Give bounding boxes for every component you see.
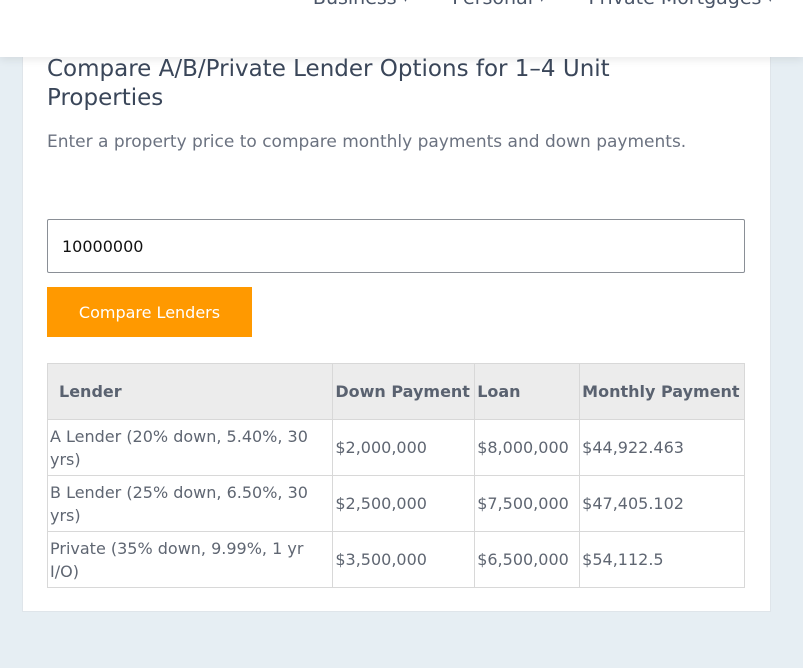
property-price-input[interactable] (47, 219, 745, 273)
nav-label: Business (313, 0, 397, 9)
header-down-payment: Down Payment (332, 363, 476, 420)
main-nav: Business ▾ Personal ▾ Private Mortgages ▾ (313, 0, 773, 9)
nav-item-business[interactable]: Business ▾ (313, 0, 408, 9)
chevron-down-icon: ▾ (539, 0, 545, 5)
cell-lender: B Lender (25% down, 6.50%, 30 yrs) (46, 475, 334, 532)
cell-loan: $7,500,000 (474, 475, 581, 532)
page-title: Compare A/B/Private Lender Options for 1… (47, 56, 610, 111)
nav-label: Private Mortgages (589, 0, 762, 9)
table-row: A Lender (20% down, 5.40%, 30 yrs) $2,00… (46, 419, 745, 476)
lender-comparison-table: Lender Down Payment Loan Monthly Payment… (46, 363, 745, 588)
table-row: Private (35% down, 9.99%, 1 yr I/O) $3,5… (46, 531, 745, 588)
cell-lender: Private (35% down, 9.99%, 1 yr I/O) (46, 531, 334, 588)
subtitle: Enter a property price to compare monthl… (47, 132, 687, 152)
table-row: B Lender (25% down, 6.50%, 30 yrs) $2,50… (46, 475, 745, 532)
cell-monthly-payment: $44,922.463 (579, 419, 745, 476)
header-lender: Lender (46, 363, 334, 420)
cell-down-payment: $2,000,000 (332, 419, 476, 476)
chevron-down-icon: ▾ (767, 0, 773, 5)
cell-down-payment: $2,500,000 (332, 475, 476, 532)
table-header-row: Lender Down Payment Loan Monthly Payment (46, 363, 745, 420)
site-header: Business ▾ Personal ▾ Private Mortgages ▾ (0, 0, 803, 57)
chevron-down-icon: ▾ (403, 0, 409, 5)
cell-lender: A Lender (20% down, 5.40%, 30 yrs) (46, 419, 334, 476)
cell-monthly-payment: $54,112.5 (579, 531, 745, 588)
cell-loan: $8,000,000 (474, 419, 581, 476)
header-monthly-payment: Monthly Payment (579, 363, 745, 420)
header-loan: Loan (474, 363, 581, 420)
nav-item-personal[interactable]: Personal ▾ (452, 0, 544, 9)
cell-monthly-payment: $47,405.102 (579, 475, 745, 532)
cell-down-payment: $3,500,000 (332, 531, 476, 588)
nav-item-private-mortgages[interactable]: Private Mortgages ▾ (589, 0, 773, 9)
cell-loan: $6,500,000 (474, 531, 581, 588)
compare-lenders-button[interactable]: Compare Lenders (47, 287, 252, 337)
nav-label: Personal (452, 0, 533, 9)
